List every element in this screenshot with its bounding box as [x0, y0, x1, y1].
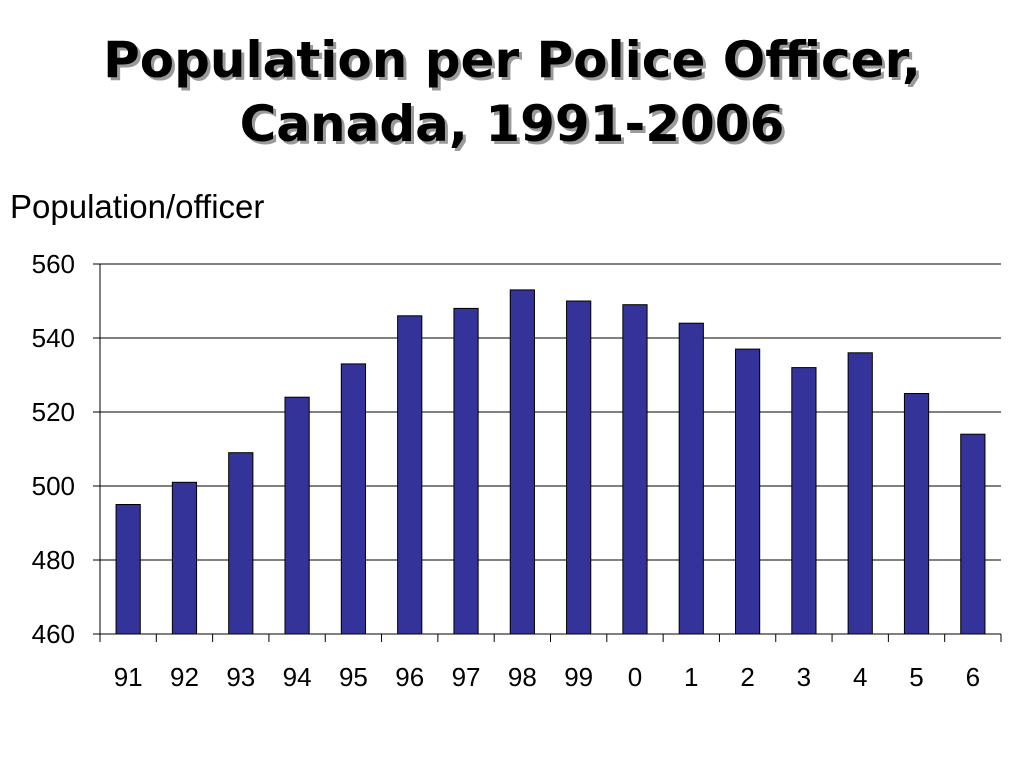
bar [960, 433, 986, 635]
x-tick-label: 0 [628, 662, 642, 692]
x-tick-label: 92 [170, 662, 199, 692]
y-tick-label: 540 [32, 323, 75, 353]
bar [678, 322, 704, 635]
bars [115, 289, 986, 635]
title-line-2: Canada, 1991-2006 [239, 95, 785, 153]
x-tick-label: 5 [909, 662, 923, 692]
x-tick-label: 93 [226, 662, 255, 692]
x-tick-label: 91 [114, 662, 143, 692]
y-tick-label: 460 [32, 619, 75, 649]
y-tick-labels: 460 480 500 520 540 560 [32, 249, 75, 649]
bar [340, 363, 367, 635]
bar [509, 289, 535, 635]
x-tick-label: 6 [966, 662, 980, 692]
bar [847, 352, 873, 635]
bar [171, 481, 198, 635]
bar [284, 396, 310, 635]
x-tick-label: 98 [508, 662, 537, 692]
x-tick-label: 95 [339, 662, 368, 692]
x-tick-label: 99 [564, 662, 593, 692]
y-tick-label: 500 [32, 471, 75, 501]
bar [903, 393, 930, 635]
x-tick-labels: 91 92 93 94 95 96 97 98 99 0 1 2 3 4 5 6 [114, 662, 980, 692]
x-tick-label: 97 [452, 662, 481, 692]
bar [115, 504, 141, 635]
x-tick-label: 3 [797, 662, 811, 692]
x-tick-label: 2 [740, 662, 754, 692]
bar [453, 307, 479, 635]
bar [734, 348, 761, 635]
chart-title: Population per Police Officer, Canada, 1… [0, 28, 1024, 156]
y-tick-label: 480 [32, 545, 75, 575]
bar [622, 304, 648, 635]
title-line-1: Population per Police Officer, [103, 31, 921, 89]
x-tick-label: 94 [283, 662, 312, 692]
bar [791, 367, 817, 635]
y-tick-label: 560 [32, 249, 75, 279]
axes [93, 263, 1002, 642]
x-tick-label: 96 [395, 662, 424, 692]
bar [228, 452, 254, 635]
x-tick-label: 4 [853, 662, 867, 692]
x-tick-label: 1 [684, 662, 698, 692]
bar [397, 315, 423, 635]
y-axis-label: Population/officer [10, 188, 264, 225]
y-tick-label: 520 [32, 397, 75, 427]
bar [566, 300, 592, 635]
